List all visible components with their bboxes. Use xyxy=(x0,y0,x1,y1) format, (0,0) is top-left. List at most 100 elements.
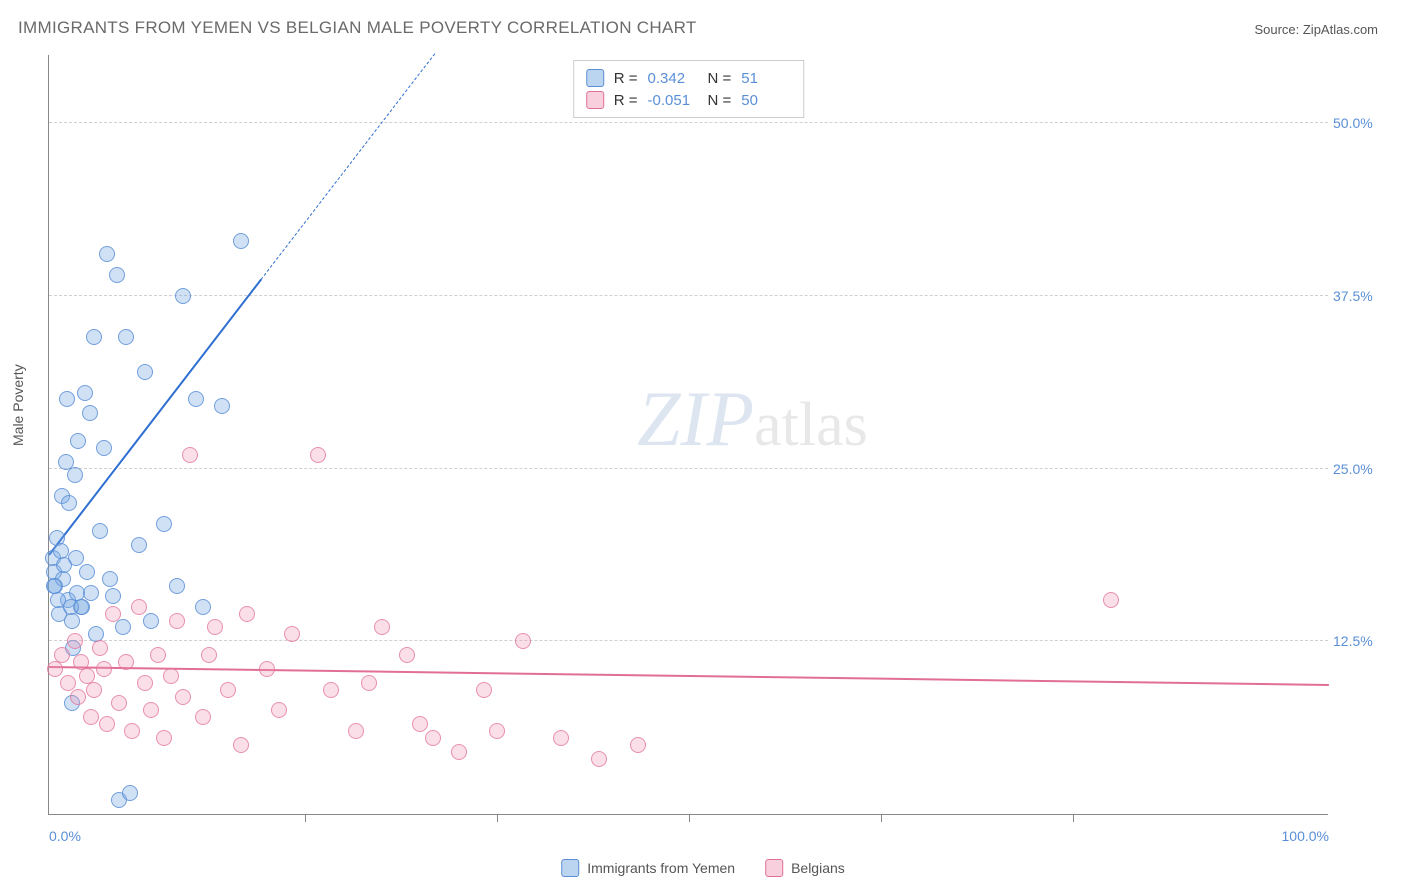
scatter-point xyxy=(143,613,159,629)
legend-swatch xyxy=(586,91,604,109)
n-label: N = xyxy=(708,92,732,109)
page-title: IMMIGRANTS FROM YEMEN VS BELGIAN MALE PO… xyxy=(18,18,697,38)
y-tick-label: 25.0% xyxy=(1333,461,1388,477)
scatter-point xyxy=(156,516,172,532)
scatter-point xyxy=(131,599,147,615)
scatter-point xyxy=(118,329,134,345)
scatter-point xyxy=(124,723,140,739)
scatter-point xyxy=(137,364,153,380)
source-attribution: Source: ZipAtlas.com xyxy=(1254,22,1378,37)
scatter-point xyxy=(79,564,95,580)
scatter-point xyxy=(175,689,191,705)
scatter-point xyxy=(233,233,249,249)
n-value: 51 xyxy=(741,70,791,87)
gridline xyxy=(49,122,1328,123)
scatter-point xyxy=(60,675,76,691)
scatter-point xyxy=(137,675,153,691)
legend-series-label: Immigrants from Yemen xyxy=(587,860,735,876)
scatter-point xyxy=(82,405,98,421)
legend-correlation-row: R = -0.051N = 50 xyxy=(586,89,792,111)
scatter-point xyxy=(201,647,217,663)
scatter-point xyxy=(50,592,66,608)
scatter-point xyxy=(476,682,492,698)
scatter-point xyxy=(412,716,428,732)
gridline xyxy=(49,295,1328,296)
scatter-point xyxy=(109,267,125,283)
regression-line xyxy=(48,278,262,555)
scatter-point xyxy=(96,440,112,456)
scatter-point xyxy=(143,702,159,718)
scatter-point xyxy=(425,730,441,746)
scatter-point xyxy=(1103,592,1119,608)
y-axis-label: Male Poverty xyxy=(10,364,26,446)
r-value: 0.342 xyxy=(648,70,698,87)
scatter-point xyxy=(310,447,326,463)
scatter-point xyxy=(64,613,80,629)
scatter-point xyxy=(175,288,191,304)
scatter-point xyxy=(86,329,102,345)
scatter-point xyxy=(122,785,138,801)
scatter-point xyxy=(70,433,86,449)
regression-line-extrapolated xyxy=(261,53,436,279)
x-tick xyxy=(881,814,882,822)
scatter-point xyxy=(182,447,198,463)
scatter-point xyxy=(233,737,249,753)
y-tick-label: 12.5% xyxy=(1333,633,1388,649)
r-value: -0.051 xyxy=(648,92,698,109)
scatter-point xyxy=(195,709,211,725)
scatter-point xyxy=(54,647,70,663)
scatter-point xyxy=(323,682,339,698)
legend-series-label: Belgians xyxy=(791,860,845,876)
y-tick-label: 50.0% xyxy=(1333,115,1388,131)
x-tick xyxy=(689,814,690,822)
scatter-point xyxy=(102,571,118,587)
scatter-point xyxy=(115,619,131,635)
scatter-point xyxy=(553,730,569,746)
scatter-point xyxy=(284,626,300,642)
y-tick-label: 37.5% xyxy=(1333,288,1388,304)
scatter-point xyxy=(99,716,115,732)
x-tick-label: 100.0% xyxy=(1282,828,1329,844)
scatter-point xyxy=(61,495,77,511)
scatter-point xyxy=(591,751,607,767)
scatter-point xyxy=(105,606,121,622)
legend-correlation-row: R = 0.342 N = 51 xyxy=(586,67,792,89)
scatter-point xyxy=(150,647,166,663)
scatter-point xyxy=(163,668,179,684)
scatter-point xyxy=(47,661,63,677)
scatter-point xyxy=(156,730,172,746)
x-tick-label: 0.0% xyxy=(49,828,81,844)
scatter-point xyxy=(68,550,84,566)
scatter-point xyxy=(348,723,364,739)
scatter-point xyxy=(92,640,108,656)
regression-line xyxy=(49,666,1329,686)
x-tick xyxy=(497,814,498,822)
series-legend: Immigrants from Yemen Belgians xyxy=(561,859,845,877)
scatter-point xyxy=(99,246,115,262)
gridline xyxy=(49,640,1328,641)
scatter-point xyxy=(515,633,531,649)
scatter-point xyxy=(195,599,211,615)
scatter-point xyxy=(83,709,99,725)
scatter-point xyxy=(451,744,467,760)
scatter-point xyxy=(374,619,390,635)
scatter-point xyxy=(207,619,223,635)
scatter-point xyxy=(105,588,121,604)
scatter-point xyxy=(92,523,108,539)
scatter-point xyxy=(131,537,147,553)
scatter-point xyxy=(259,661,275,677)
scatter-point xyxy=(118,654,134,670)
scatter-point xyxy=(214,398,230,414)
n-value: 50 xyxy=(741,92,791,109)
scatter-point xyxy=(70,689,86,705)
scatter-point xyxy=(271,702,287,718)
legend-series-item: Immigrants from Yemen xyxy=(561,859,735,877)
scatter-point xyxy=(86,682,102,698)
r-label: R = xyxy=(614,70,638,87)
legend-swatch xyxy=(765,859,783,877)
n-label: N = xyxy=(708,70,732,87)
legend-swatch xyxy=(561,859,579,877)
scatter-point xyxy=(169,613,185,629)
legend-swatch xyxy=(586,69,604,87)
scatter-point xyxy=(59,391,75,407)
